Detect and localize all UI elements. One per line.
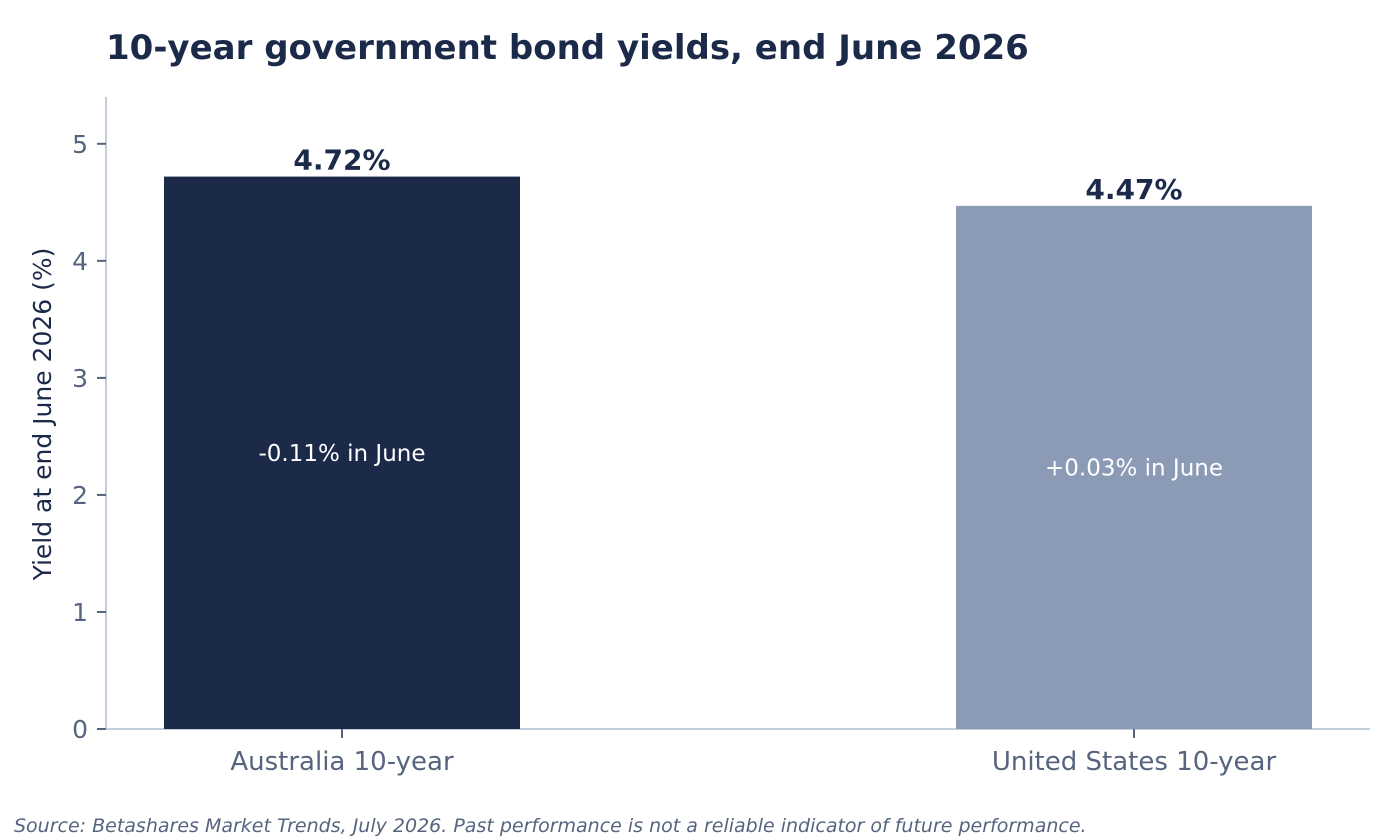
y-tick-label: 3	[72, 364, 88, 393]
plot-area: 0 1 2 3 4 5 Australia 10-year 4.72% -0.11% in Ju…	[72, 97, 1370, 777]
bar-change-annotation: -0.11% in June	[258, 441, 425, 467]
source-note: Source: Betashares Market Trends, July 2…	[14, 815, 1087, 837]
y-tick-label: 2	[72, 481, 88, 510]
bar	[956, 205, 1312, 729]
y-tick-label: 1	[72, 598, 88, 627]
bar	[164, 176, 520, 729]
y-axis-label: Yield at end June 2026 (%)	[28, 248, 57, 582]
chart-title: 10-year government bond yields, end June…	[106, 28, 1029, 68]
bar-value-label: 4.47%	[1085, 173, 1182, 206]
x-tick-label: Australia 10-year	[230, 747, 454, 777]
y-tick-label: 0	[72, 715, 88, 744]
y-tick-label: 4	[72, 247, 88, 276]
x-tick-label: United States 10-year	[992, 747, 1277, 777]
bar-change-annotation: +0.03% in June	[1045, 455, 1223, 481]
y-tick-label: 5	[72, 130, 88, 159]
bar-value-label: 4.72%	[293, 144, 390, 177]
